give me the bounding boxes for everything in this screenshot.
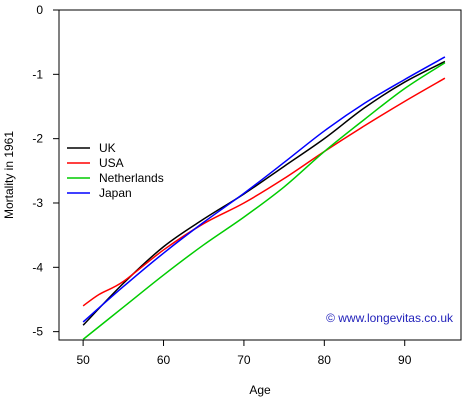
legend-label-usa: USA	[99, 156, 124, 170]
plot-frame	[58, 9, 462, 341]
legend-label-uk: UK	[99, 141, 116, 155]
series-line-japan	[82, 56, 446, 323]
legend-label-japan: Japan	[99, 186, 132, 200]
y-tick-label: -5	[32, 325, 43, 339]
x-tick-label: 60	[157, 353, 171, 367]
y-tick-label: -1	[32, 67, 43, 81]
y-tick-label: -2	[32, 132, 43, 146]
y-tick-label: -4	[32, 260, 43, 274]
x-tick-label: 80	[318, 353, 332, 367]
x-axis: 50 60 70 80 90	[76, 340, 412, 367]
y-axis-title: Mortality in 1961	[2, 131, 16, 219]
y-axis: 0 -1 -2 -3 -4 -5	[32, 3, 59, 339]
series-line-netherlands	[82, 62, 446, 340]
series-line-usa	[82, 77, 446, 307]
x-axis-title: Age	[249, 383, 271, 397]
y-tick-label: 0	[36, 3, 43, 17]
x-tick-label: 70	[237, 353, 251, 367]
series-layer	[82, 56, 446, 340]
x-tick-label: 50	[76, 353, 90, 367]
series-line-uk	[82, 60, 446, 326]
credit-annotation: © www.longevitas.co.uk	[326, 311, 454, 325]
x-tick-label: 90	[398, 353, 412, 367]
y-tick-label: -3	[32, 196, 43, 210]
legend-label-netherlands: Netherlands	[99, 171, 164, 185]
